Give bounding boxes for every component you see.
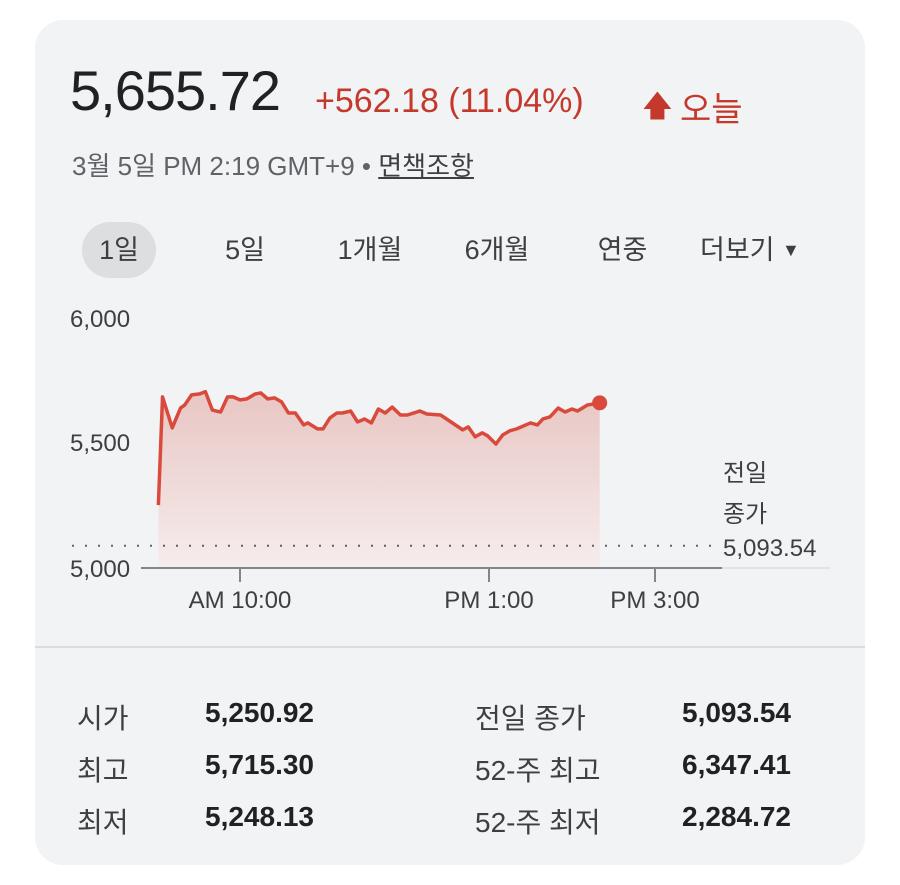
tab-5d[interactable]: 5일 <box>225 235 265 265</box>
stat-value: 6,347.41 <box>682 749 791 780</box>
stat-value: 2,284.72 <box>682 801 791 832</box>
timestamp-text: 3월 5일 PM 2:19 GMT+9 • <box>72 151 371 181</box>
stat-label: 52-주 최고 <box>475 755 601 786</box>
price-change: +562.18 (11.04%) <box>315 82 584 120</box>
timestamp: 3월 5일 PM 2:19 GMT+9 • 면책조항 <box>72 146 474 183</box>
stat-value: 5,248.13 <box>205 801 314 832</box>
stat-label: 최고 <box>77 755 129 786</box>
divider <box>35 646 865 648</box>
x-tick-label: AM 10:00 <box>188 587 292 614</box>
y-tick-label: 5,000 <box>70 556 131 583</box>
tab-1m[interactable]: 1개월 <box>337 235 403 265</box>
current-price-marker <box>592 395 608 411</box>
tab-more[interactable]: 더보기 ▼ <box>700 222 835 278</box>
area-fill <box>158 391 600 569</box>
y-tick-label: 6,000 <box>70 306 131 333</box>
period-label: 오늘 <box>680 91 743 129</box>
x-tick-label: PM 1:00 <box>444 587 534 614</box>
caret-down-icon: ▼ <box>782 240 800 260</box>
price-line <box>156 389 600 506</box>
stat-value: 5,715.30 <box>205 749 314 780</box>
y-tick-label: 5,500 <box>70 430 131 457</box>
stat-label: 시가 <box>77 703 129 734</box>
tab-ytd[interactable]: 연중 <box>597 235 648 265</box>
stat-label: 최저 <box>77 807 129 838</box>
stat-label: 52-주 최저 <box>475 807 601 838</box>
stat-value: 5,250.92 <box>205 697 314 728</box>
prev-close-value: 5,093.54 <box>723 535 817 562</box>
prev-close-label: 전일 <box>723 460 768 487</box>
x-tick-label: PM 3:00 <box>610 587 700 614</box>
disclaimer-link[interactable]: 면책조항 <box>378 151 474 181</box>
stat-label: 전일 종가 <box>475 703 586 734</box>
stat-value: 5,093.54 <box>682 697 791 728</box>
current-price: 5,655.72 <box>70 59 281 122</box>
tab-more-label: 더보기 <box>700 235 775 265</box>
prev-close-label: 종가 <box>723 501 768 528</box>
tab-6m[interactable]: 6개월 <box>464 235 530 265</box>
arrow-up-icon: 🡅 <box>642 90 673 123</box>
tab-1d[interactable]: 1일 <box>82 222 156 278</box>
